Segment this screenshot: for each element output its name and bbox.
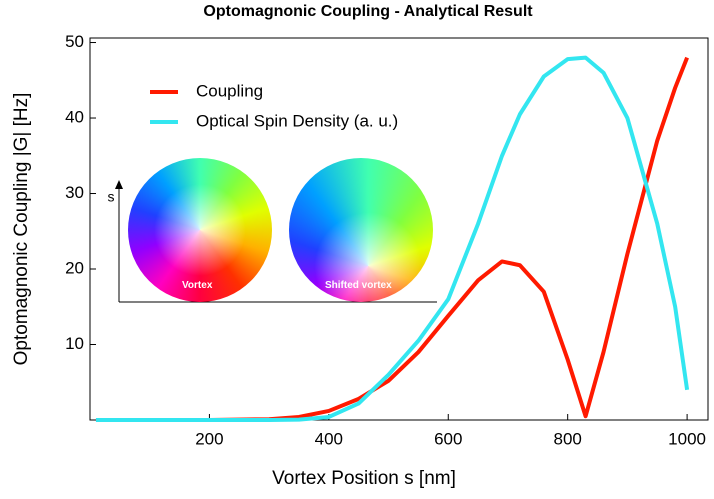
inset-label: Shifted vortex: [325, 280, 392, 291]
legend-label: Coupling: [196, 81, 263, 100]
shifted-vortex-inset: [289, 158, 433, 302]
x-tick-label: 800: [553, 429, 581, 448]
x-tick-label: 1000: [668, 429, 706, 448]
legend-label: Optical Spin Density (a. u.): [196, 111, 398, 130]
inset-label: s: [108, 189, 115, 205]
plot-frame: [89, 37, 709, 421]
x-axis-label: Vortex Position s [nm]: [272, 468, 456, 489]
y-axis-label: Optomagnonic Coupling |G| [Hz]: [11, 93, 32, 366]
x-tick-label: 200: [195, 429, 223, 448]
vortex-inset: [128, 158, 272, 302]
chart-title: Optomagnonic Coupling - Analytical Resul…: [203, 3, 533, 20]
x-tick-label: 600: [434, 429, 462, 448]
y-tick-label: 10: [65, 334, 84, 353]
y-tick-label: 50: [65, 32, 84, 51]
series-line: [95, 55, 690, 422]
inset-arrow: [115, 180, 123, 189]
x-tick-label: 400: [315, 429, 343, 448]
y-tick-label: 30: [65, 183, 84, 202]
inset-label: Vortex: [182, 280, 213, 291]
y-tick-label: 40: [65, 108, 84, 127]
y-tick-label: 20: [65, 258, 84, 277]
